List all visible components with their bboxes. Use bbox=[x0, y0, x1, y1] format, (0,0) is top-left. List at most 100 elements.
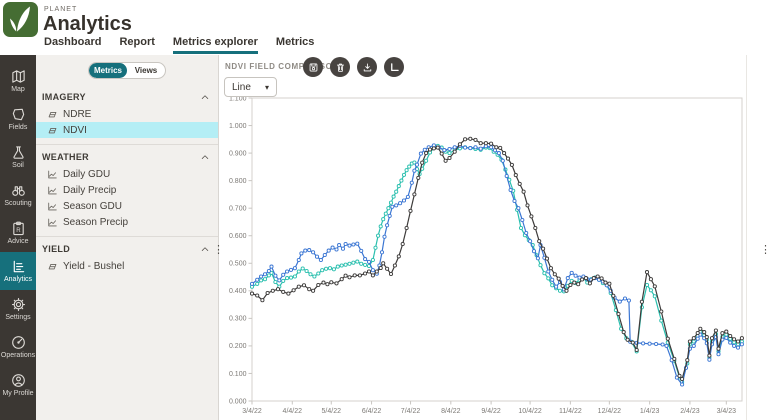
chart-toolbar-buttons bbox=[303, 57, 404, 77]
nav-item-map[interactable]: Map bbox=[0, 62, 36, 100]
svg-text:0.100: 0.100 bbox=[229, 371, 247, 378]
svg-text:11/4/22: 11/4/22 bbox=[559, 408, 582, 415]
metric-item-yield-bushel[interactable]: Yield - Bushel bbox=[36, 258, 218, 274]
svg-text:0.300: 0.300 bbox=[229, 316, 247, 323]
metric-item-ndre[interactable]: NDRE bbox=[36, 106, 218, 122]
section-divider bbox=[36, 144, 218, 145]
nav-item-operations[interactable]: Operations bbox=[0, 328, 36, 366]
line-chart-icon bbox=[47, 169, 58, 180]
tab-report[interactable]: Report bbox=[119, 36, 155, 48]
svg-text:8/4/22: 8/4/22 bbox=[441, 408, 461, 415]
nav-item-label: Map bbox=[11, 85, 25, 93]
svg-text:12/4/22: 12/4/22 bbox=[598, 408, 621, 415]
leaf-logo-icon bbox=[10, 6, 30, 32]
soil-flask-icon bbox=[11, 145, 26, 160]
metric-item-label: Daily GDU bbox=[63, 168, 111, 180]
chart-axes-button[interactable] bbox=[384, 57, 404, 77]
download-icon bbox=[362, 62, 373, 73]
chevron-up-icon[interactable] bbox=[200, 244, 210, 254]
ndvi-comparison-chart: 0.000 0.100 0.200 0.300 0.400 0.500 0.600 0.700… bbox=[229, 95, 744, 415]
section-header-imagery: IMAGERY bbox=[36, 85, 218, 106]
analytics-chart-icon bbox=[11, 259, 26, 274]
nav-item-advice[interactable]: R Advice bbox=[0, 214, 36, 252]
svg-text:0.600: 0.600 bbox=[229, 233, 247, 240]
svg-text:1.000: 1.000 bbox=[229, 123, 247, 130]
axis-labels: 0.000 0.100 0.200 0.300 0.400 0.500 0.600 0.700… bbox=[229, 95, 736, 415]
svg-text:1.100: 1.100 bbox=[229, 95, 247, 102]
nav-item-label: Analytics bbox=[3, 275, 32, 283]
planet-logo[interactable] bbox=[3, 2, 38, 37]
sidebar-resize-handle[interactable]: ⋮ bbox=[213, 244, 224, 256]
chevron-up-icon[interactable] bbox=[200, 92, 210, 102]
metric-item-label: Season Precip bbox=[63, 216, 129, 228]
metric-item-daily-precip[interactable]: Daily Precip bbox=[36, 182, 218, 198]
nav-item-label: Advice bbox=[7, 237, 29, 245]
nav-item-my-profile[interactable]: My Profile bbox=[0, 366, 36, 404]
delete-button[interactable] bbox=[330, 57, 350, 77]
chart-panel: 0.000 0.100 0.200 0.300 0.400 0.500 0.600 0.700… bbox=[219, 55, 768, 420]
tab-metrics-explorer[interactable]: Metrics explorer bbox=[172, 36, 258, 54]
series-line-blue bbox=[251, 144, 743, 386]
svg-text:6/4/22: 6/4/22 bbox=[362, 408, 382, 415]
svg-text:2/4/23: 2/4/23 bbox=[680, 408, 700, 415]
section-divider bbox=[36, 236, 218, 237]
series-dark bbox=[249, 136, 744, 382]
chart-type-select[interactable]: Line ▾ bbox=[224, 77, 277, 97]
metric-item-daily-gdu[interactable]: Daily GDU bbox=[36, 166, 218, 182]
tab-metrics[interactable]: Metrics bbox=[275, 36, 315, 48]
plot-area bbox=[251, 97, 743, 402]
nav-item-label: My Profile bbox=[2, 389, 34, 397]
page-title: Analytics bbox=[43, 13, 132, 35]
top-nav-tabs: Dashboard Report Metrics explorer Metrics bbox=[44, 36, 314, 54]
section-title: IMAGERY bbox=[42, 92, 86, 102]
imagery-layers-icon bbox=[47, 261, 58, 272]
line-chart-icon bbox=[47, 201, 58, 212]
nav-item-scouting[interactable]: Scouting bbox=[0, 176, 36, 214]
metrics-sidebar: Metrics Views IMAGERY NDRE NDVI WEATHER Daily… bbox=[36, 55, 219, 420]
save-button[interactable] bbox=[303, 57, 323, 77]
svg-text:5/4/22: 5/4/22 bbox=[322, 408, 342, 415]
section-header-yield: YIELD bbox=[36, 237, 218, 258]
section-title: YIELD bbox=[42, 244, 71, 254]
metric-item-label: Yield - Bushel bbox=[63, 260, 125, 272]
metric-item-ndvi[interactable]: NDVI bbox=[36, 122, 218, 138]
metric-item-label: Season GDU bbox=[63, 200, 122, 212]
nav-item-soil[interactable]: Soil bbox=[0, 138, 36, 176]
toggle-option-metrics[interactable]: Metrics bbox=[89, 63, 127, 78]
tab-dashboard[interactable]: Dashboard bbox=[44, 36, 102, 48]
svg-text:0.200: 0.200 bbox=[229, 343, 247, 350]
brand-label: PLANET bbox=[44, 6, 78, 13]
nav-rail: Map Fields Soil Scouting R Advice Analytics Set… bbox=[0, 40, 36, 420]
clipboard-rx-icon: R bbox=[11, 221, 26, 236]
imagery-layers-icon bbox=[47, 125, 58, 136]
svg-text:7/4/22: 7/4/22 bbox=[401, 408, 421, 415]
svg-text:1/4/23: 1/4/23 bbox=[640, 408, 660, 415]
fields-icon bbox=[11, 107, 26, 122]
svg-text:0.700: 0.700 bbox=[229, 205, 247, 212]
map-icon bbox=[11, 69, 26, 84]
gear-icon bbox=[11, 297, 26, 312]
nav-item-settings[interactable]: Settings bbox=[0, 290, 36, 328]
nav-item-fields[interactable]: Fields bbox=[0, 100, 36, 138]
svg-text:0.900: 0.900 bbox=[229, 150, 247, 157]
svg-text:0.800: 0.800 bbox=[229, 178, 247, 185]
chevron-up-icon[interactable] bbox=[200, 152, 210, 162]
metric-item-label: NDRE bbox=[63, 108, 92, 120]
axes-icon bbox=[389, 62, 400, 73]
svg-text:R: R bbox=[16, 227, 21, 234]
svg-text:4/4/22: 4/4/22 bbox=[283, 408, 303, 415]
svg-text:3/4/23: 3/4/23 bbox=[717, 408, 737, 415]
nav-item-label: Fields bbox=[8, 123, 28, 131]
metric-item-season-gdu[interactable]: Season GDU bbox=[36, 198, 218, 214]
nav-item-analytics[interactable]: Analytics bbox=[0, 252, 36, 290]
nav-item-label: Scouting bbox=[4, 199, 32, 207]
toggle-option-views[interactable]: Views bbox=[134, 66, 158, 75]
panel-resize-handle[interactable]: ⋮ bbox=[760, 244, 768, 256]
section-header-weather: WEATHER bbox=[36, 145, 218, 166]
line-chart-icon bbox=[47, 217, 58, 228]
metrics-views-toggle: Metrics Views bbox=[88, 62, 166, 79]
panel-title: NDVI FIELD COMPARISON bbox=[225, 62, 339, 71]
section-title: WEATHER bbox=[42, 152, 89, 162]
metric-item-season-precip[interactable]: Season Precip bbox=[36, 214, 218, 230]
download-button[interactable] bbox=[357, 57, 377, 77]
